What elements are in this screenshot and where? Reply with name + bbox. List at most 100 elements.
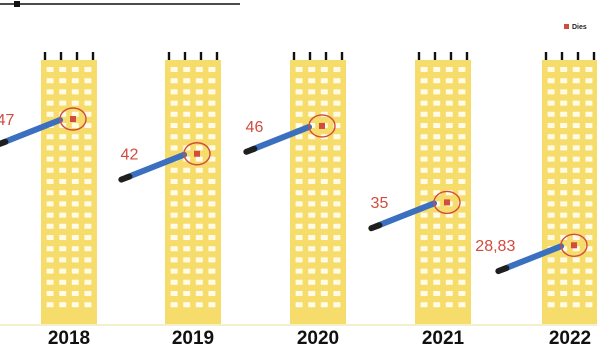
window — [572, 212, 580, 218]
window — [433, 268, 441, 274]
window — [46, 134, 54, 140]
window — [560, 156, 568, 162]
marker-circle — [183, 142, 211, 166]
data-label: 28,83 — [475, 238, 515, 255]
window — [183, 179, 191, 184]
window — [420, 291, 428, 296]
window — [585, 134, 593, 140]
window — [295, 67, 303, 72]
window — [46, 246, 54, 252]
window — [84, 134, 92, 140]
window — [59, 145, 67, 151]
window — [71, 100, 79, 106]
window — [295, 156, 303, 162]
window — [560, 111, 568, 117]
window — [308, 212, 316, 218]
window — [433, 134, 441, 140]
window — [585, 78, 593, 84]
window — [170, 190, 178, 196]
window — [195, 156, 203, 162]
window — [572, 268, 580, 274]
window — [458, 291, 466, 296]
window — [560, 100, 568, 106]
roof-antenna — [75, 52, 79, 60]
window — [208, 302, 216, 308]
roof-antenna — [215, 52, 219, 60]
window — [170, 89, 178, 95]
window — [572, 190, 580, 196]
window — [71, 279, 79, 285]
window — [71, 291, 79, 296]
roof-antenna — [560, 52, 564, 60]
window — [170, 78, 178, 84]
window — [547, 212, 555, 218]
window — [445, 156, 453, 162]
window — [183, 111, 191, 117]
pointer — [0, 117, 63, 146]
window — [445, 145, 453, 151]
window — [183, 123, 191, 128]
window — [458, 190, 466, 196]
window — [295, 302, 303, 308]
window — [458, 167, 466, 173]
window — [84, 190, 92, 196]
window — [560, 179, 568, 184]
window — [46, 257, 54, 263]
window — [320, 89, 328, 95]
window — [46, 167, 54, 173]
window — [445, 179, 453, 184]
window — [433, 179, 441, 184]
window — [445, 167, 453, 173]
window — [320, 201, 328, 207]
window — [333, 257, 341, 263]
window — [170, 223, 178, 229]
chart-marks: 47 2018 42 2019 46 2020 35 2021 28,83 2022 — [0, 52, 597, 349]
window — [445, 111, 453, 117]
marker-circle — [59, 107, 87, 131]
window — [208, 190, 216, 196]
window — [445, 78, 453, 84]
window — [420, 212, 428, 218]
pointer-tip — [368, 222, 383, 232]
window — [195, 246, 203, 252]
window — [170, 268, 178, 274]
window — [585, 190, 593, 196]
window — [46, 268, 54, 274]
window — [458, 156, 466, 162]
window — [295, 279, 303, 285]
window — [170, 100, 178, 106]
window — [295, 89, 303, 95]
window — [170, 257, 178, 263]
window — [547, 67, 555, 72]
window — [208, 246, 216, 252]
window — [572, 291, 580, 296]
window — [46, 78, 54, 84]
window — [585, 145, 593, 151]
window — [183, 167, 191, 173]
window — [170, 291, 178, 296]
window — [458, 67, 466, 72]
window — [195, 145, 203, 151]
building-2021: 35 2021 — [368, 52, 471, 349]
window — [183, 279, 191, 285]
window — [195, 235, 203, 240]
window — [560, 268, 568, 274]
window — [84, 167, 92, 173]
window — [547, 89, 555, 95]
window — [572, 100, 580, 106]
window — [572, 179, 580, 184]
window — [585, 156, 593, 162]
window — [433, 89, 441, 95]
window — [547, 167, 555, 173]
window — [208, 291, 216, 296]
window — [572, 235, 580, 240]
data-label: 47 — [0, 112, 14, 129]
window — [46, 302, 54, 308]
window — [183, 134, 191, 140]
window — [320, 145, 328, 151]
pointer — [123, 151, 187, 181]
window — [458, 134, 466, 140]
window — [560, 212, 568, 218]
legend: Dies — [564, 24, 587, 31]
building-2020: 46 2020 — [243, 52, 346, 349]
